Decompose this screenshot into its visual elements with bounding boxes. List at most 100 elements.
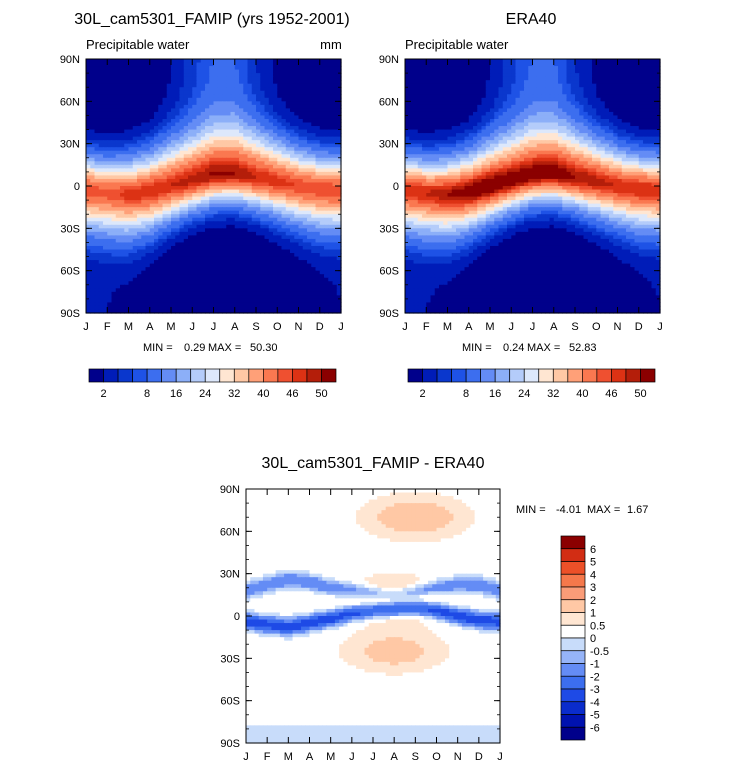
model-cell: [146, 105, 151, 109]
model-cell: [239, 274, 244, 278]
model-cell: [294, 182, 299, 186]
model-cell: [311, 144, 316, 148]
model-cell: [265, 299, 270, 303]
model-cell: [260, 264, 265, 268]
model-cell: [103, 302, 108, 306]
model-cell: [218, 232, 223, 236]
obs-cell: [609, 70, 614, 74]
model-cell: [303, 101, 308, 105]
obs-cell: [460, 91, 465, 95]
model-cell: [214, 137, 219, 141]
obs-cell: [533, 70, 538, 74]
model-cell: [226, 264, 231, 268]
model-cell: [316, 302, 321, 306]
model-cell: [277, 73, 282, 77]
obs-cell: [418, 77, 423, 81]
model-cell: [141, 221, 146, 225]
model-cell: [192, 242, 197, 246]
model-cell: [116, 211, 121, 215]
model-cell: [197, 91, 202, 95]
model-cell: [99, 253, 104, 257]
model-cell: [214, 253, 219, 257]
obs-cell: [452, 70, 457, 74]
model-cell: [129, 285, 134, 289]
model-cell: [124, 267, 129, 271]
model-cell: [256, 260, 261, 264]
model-cell: [239, 193, 244, 197]
model-cell: [129, 200, 134, 204]
model-cell: [320, 126, 325, 130]
model-cell: [328, 204, 333, 208]
model-cell: [112, 59, 117, 63]
model-cell: [299, 306, 304, 310]
model-cell: [197, 242, 202, 246]
obs-cell: [422, 87, 427, 91]
model-cell: [180, 147, 185, 151]
model-cell: [192, 299, 197, 303]
model-cell: [116, 147, 121, 151]
obs-cell: [439, 91, 444, 95]
model-cell: [311, 105, 316, 109]
obs-cell: [639, 77, 644, 81]
model-cell: [239, 98, 244, 102]
model-cell: [188, 119, 193, 123]
model-cell: [167, 190, 172, 194]
obs-cell: [414, 87, 419, 91]
model-cell: [116, 151, 121, 155]
model-cell: [235, 175, 240, 179]
model-cell: [290, 235, 295, 239]
model-cell: [150, 204, 155, 208]
model-cell: [184, 80, 189, 84]
model-cell: [205, 242, 210, 246]
model-cell: [103, 246, 108, 250]
model-cell: [226, 158, 231, 162]
model-cell: [120, 98, 125, 102]
model-cell: [107, 295, 112, 299]
obs-cell: [524, 77, 529, 81]
model-cell: [277, 264, 282, 268]
model-cell: [316, 285, 321, 289]
model-cell: [333, 133, 338, 137]
model-cell: [95, 257, 100, 261]
model-cell: [103, 274, 108, 278]
model-cell: [205, 267, 210, 271]
model-cell: [218, 278, 223, 282]
model-cell: [333, 63, 338, 67]
model-cell: [103, 154, 108, 158]
model-cell: [218, 105, 223, 109]
model-cell: [269, 299, 274, 303]
model-cell: [256, 239, 261, 243]
model-cell: [252, 168, 257, 172]
model-cell: [260, 130, 265, 134]
model-cell: [320, 144, 325, 148]
model-cell: [239, 285, 244, 289]
model-cell: [265, 94, 270, 98]
model-cell: [218, 288, 223, 292]
model-cell: [222, 94, 227, 98]
model-cell: [311, 161, 316, 165]
obs-cell: [469, 87, 474, 91]
model-cell: [184, 73, 189, 77]
model-cell: [175, 271, 180, 275]
model-cell: [107, 225, 112, 229]
model-cell: [243, 267, 248, 271]
model-cell: [231, 211, 236, 215]
model-cell: [197, 175, 202, 179]
model-cell: [90, 63, 95, 67]
model-cell: [107, 98, 112, 102]
model-cell: [167, 108, 172, 112]
model-cell: [273, 271, 278, 275]
model-cell: [256, 267, 261, 271]
model-cell: [294, 235, 299, 239]
model-cell: [286, 295, 291, 299]
model-cell: [320, 137, 325, 141]
model-cell: [260, 175, 265, 179]
model-cell: [95, 253, 100, 257]
model-cell: [180, 84, 185, 88]
model-cell: [333, 306, 338, 310]
obs-cell: [494, 63, 499, 67]
obs-cell: [626, 59, 631, 63]
model-cell: [192, 306, 197, 310]
model-cell: [269, 235, 274, 239]
model-cell: [324, 221, 329, 225]
